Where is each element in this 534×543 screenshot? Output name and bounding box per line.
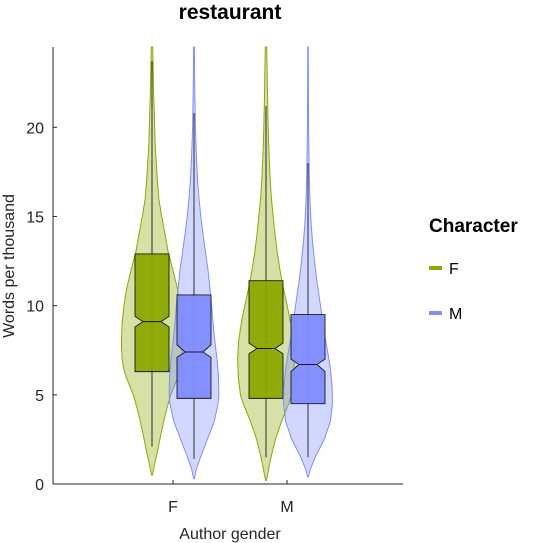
- box-m-f: [176, 294, 212, 399]
- legend: Character F M: [429, 216, 518, 323]
- box-f-f: [134, 253, 170, 373]
- chart-title: restaurant: [179, 1, 282, 24]
- legend-label-f: F: [449, 261, 459, 278]
- legend-title: Character: [429, 216, 518, 237]
- y-tick-label: 20: [26, 120, 44, 137]
- legend-label-m: M: [449, 306, 462, 323]
- y-tick-label: 15: [26, 209, 44, 226]
- x-axis-label: Author gender: [179, 526, 281, 543]
- axes: 0 5 10 15 20 F M: [26, 47, 403, 516]
- box-m-m: [290, 314, 326, 405]
- y-tick-label: 0: [35, 477, 44, 494]
- x-tick-label: M: [280, 499, 293, 516]
- y-tick-label: 10: [26, 299, 44, 316]
- y-axis-label: Words per thousand: [1, 194, 18, 338]
- y-tick-label: 5: [35, 388, 44, 405]
- plot-area: [120, 46, 334, 481]
- x-tick-label: F: [168, 499, 178, 516]
- box-f-m: [248, 280, 284, 399]
